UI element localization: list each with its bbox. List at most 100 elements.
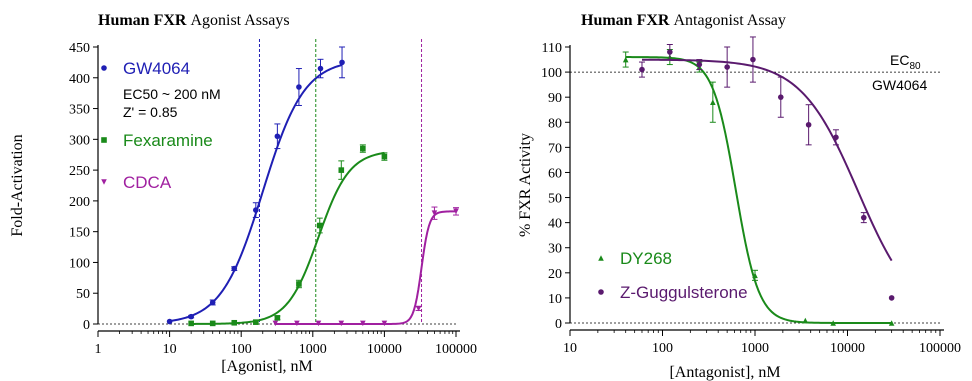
data-point: [696, 61, 703, 68]
data-point: [339, 59, 345, 66]
data-point: [274, 315, 281, 321]
y-tick-label: 20: [548, 267, 562, 282]
y-tick-label: 100: [69, 256, 90, 271]
chart-panel-1: Human FXR Agonist Assays 0 50 100 150 200 250 3…: [9, 12, 477, 375]
legend-marker: [101, 65, 107, 71]
data-point: [805, 121, 812, 128]
y-tick-label: 40: [548, 217, 562, 232]
data-point: [860, 214, 867, 221]
y-tick-label: 90: [548, 91, 562, 106]
x-tick-label: 10000: [367, 342, 402, 357]
x-tick-label: 100: [231, 342, 252, 357]
fit-curve: [191, 151, 385, 325]
data-point: [622, 56, 629, 63]
data-point: [667, 49, 673, 55]
data-point: [253, 207, 259, 213]
chart-title-bold: Human FXR: [581, 12, 670, 29]
data-point: [188, 313, 194, 320]
series-fexaramine: [188, 39, 388, 327]
series-z-guggulsterone: [638, 36, 895, 301]
y-tick-label: 450: [69, 41, 90, 56]
x-tick-label: 100000: [919, 341, 961, 356]
data-point: [360, 145, 366, 152]
data-point: [188, 320, 194, 327]
x-tick-label: 1000: [741, 341, 769, 356]
data-point: [750, 56, 756, 63]
data-point: [888, 295, 895, 301]
y-axis-title: Fold-Activation: [9, 134, 26, 236]
chart-title: Human FXR Antagonist Assay: [581, 12, 786, 29]
y-tick-label: 0: [555, 317, 562, 332]
y-tick-label: 100: [541, 66, 562, 81]
y-axis-title: % FXR Activity: [517, 133, 534, 237]
x-tick-label: 10: [563, 341, 577, 356]
y-tick-label: 200: [69, 195, 90, 210]
data-point: [166, 318, 173, 325]
data-point: [338, 320, 345, 327]
data-point: [231, 319, 238, 326]
fit-curve: [275, 210, 457, 325]
data-point: [296, 84, 302, 90]
data-point: [802, 317, 809, 324]
fit-curve: [169, 64, 343, 323]
series-cdca: [272, 39, 459, 327]
legend-label: Z-Guggulsterone: [620, 283, 748, 302]
gw4064-reference-annotation: GW4064: [872, 77, 927, 93]
data-point: [833, 134, 839, 141]
z-prime-annotation: Z' = 0.85: [123, 104, 178, 120]
data-point: [381, 153, 388, 160]
chart-title-rest: Antagonist Assay: [669, 12, 785, 29]
x-tick-label: 10000: [830, 341, 865, 356]
y-tick-label: 300: [69, 133, 90, 148]
data-point: [710, 99, 716, 105]
data-point: [415, 305, 422, 312]
y-tick-label: 50: [76, 287, 90, 302]
legend-marker: [598, 289, 604, 295]
fit-curve: [641, 58, 893, 262]
y-tick-label: 80: [548, 116, 562, 131]
y-tick-label: 60: [548, 166, 562, 181]
data-point: [752, 272, 758, 279]
data-point: [360, 320, 366, 327]
data-point: [253, 319, 259, 325]
ec50-annotation: EC50 ~ 200 nM: [123, 86, 221, 102]
y-tick-label: 70: [548, 141, 562, 156]
y-tick-label: 150: [69, 226, 90, 241]
data-point: [272, 320, 279, 327]
ec80-text: EC: [890, 52, 909, 68]
data-point: [639, 66, 645, 73]
legend-label: CDCA: [123, 173, 172, 192]
x-tick-label: 100000: [435, 342, 477, 357]
legend-marker: [101, 179, 107, 185]
data-point: [317, 65, 324, 72]
data-point: [316, 222, 323, 229]
y-tick-label: 30: [548, 242, 562, 257]
ec80-annotation: EC80: [890, 52, 921, 72]
data-point: [830, 320, 836, 326]
data-point: [724, 64, 730, 70]
chart-title: Human FXR Agonist Assays: [98, 12, 290, 29]
data-point: [381, 320, 388, 327]
legend-marker: [598, 255, 604, 261]
y-tick-label: 250: [69, 164, 90, 179]
y-tick-label: 0: [83, 318, 90, 333]
data-point: [231, 265, 238, 272]
x-tick-label: 10: [163, 342, 177, 357]
ec80-subscript: 80: [909, 61, 921, 72]
chart-panel-2: Human FXR Antagonist Assay01020304050607…: [517, 12, 961, 381]
y-tick-label: 10: [548, 292, 562, 307]
series-gw4064: [166, 39, 346, 325]
data-point: [294, 320, 300, 327]
y-tick-label: 350: [69, 103, 90, 118]
data-point: [315, 320, 322, 327]
data-point: [209, 299, 216, 306]
x-tick-label: 100: [652, 341, 673, 356]
x-axis-title: [Agonist], nM: [221, 358, 313, 375]
chart-title-rest: Agonist Assays: [186, 12, 289, 29]
data-point: [453, 208, 459, 215]
data-point: [296, 281, 302, 287]
data-point: [888, 320, 895, 326]
legend-label: GW4064: [123, 59, 190, 78]
x-axis-title: [Antagonist], nM: [669, 364, 780, 381]
